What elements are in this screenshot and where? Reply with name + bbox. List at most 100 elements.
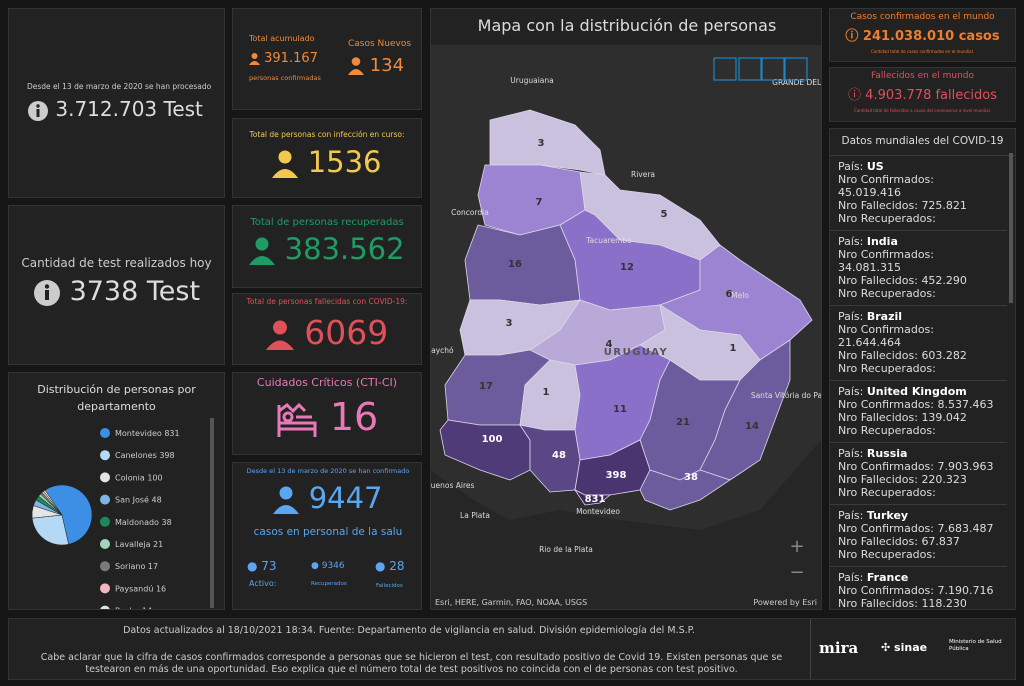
logo-text: sinae: [894, 641, 928, 654]
footer-line: Datos actualizados al 18/10/2021 18:34. …: [123, 625, 695, 636]
legend-dot: [100, 605, 110, 609]
pie-slice: [31, 514, 69, 546]
logo: mira: [819, 639, 859, 657]
field-label: Nro Fallecidos:: [838, 411, 918, 424]
row-line: Nro Recuperados:: [838, 548, 999, 561]
field-value: 725.821: [921, 199, 967, 212]
legend-entry: Paysandú 16: [115, 584, 166, 593]
legend-name: Rocha: [115, 607, 140, 610]
legend-entry: Lavalleja 21: [115, 540, 163, 549]
value: 1536: [307, 145, 382, 179]
staff-deceased: ● 28: [375, 559, 405, 573]
place-label: URUGUAY: [604, 347, 668, 358]
legend-value: 21: [153, 540, 163, 549]
field-value: 45.019.416: [838, 186, 901, 199]
field-value: 118.230: [921, 597, 967, 610]
label: Total de personas recuperadas: [250, 217, 404, 228]
row-line: Nro Fallecidos: 220.323: [838, 473, 999, 486]
pie-panel: Distribución de personas por departament…: [8, 372, 225, 610]
caption: Cantidad de test realizados hoy: [21, 256, 212, 270]
field-label: Nro Recuperados:: [838, 548, 936, 561]
accumulated-panel: Total acumulado 391.167 personas confirm…: [232, 8, 422, 110]
label: Cuidados Críticos (CTI-CI): [256, 376, 398, 389]
country-row: País: Turkey Nro Confirmados: 7.683.487 Nr…: [830, 505, 1007, 567]
place-label: Melo: [731, 291, 749, 300]
field-value: Russia: [866, 447, 908, 460]
field-label: Nro Recuperados:: [838, 212, 936, 225]
department: [699, 339, 791, 481]
map-toolbar: [713, 57, 808, 81]
tests-today-panel: Cantidad de test realizados hoy 3738 Tes…: [8, 205, 225, 365]
accumulated: 391.167: [249, 51, 318, 66]
legend-dot: [100, 494, 110, 505]
value: 4.903.778 fallecidos: [865, 88, 997, 103]
label: casos en personal de la salu: [253, 526, 403, 538]
legend-name: Lavalleja: [115, 540, 151, 549]
department: [439, 419, 531, 481]
row-line: Nro Recuperados:: [838, 424, 999, 437]
zoom-in[interactable]: +: [789, 536, 804, 557]
place-label: Concordia: [451, 208, 489, 217]
row-line: País: India: [838, 235, 999, 248]
caption: Desde el 13 de marzo de 2020 se han proc…: [27, 82, 212, 91]
list-title: Datos mundiales del COVID-19: [830, 129, 1015, 156]
row-line: Nro Fallecidos: 67.837: [838, 535, 999, 548]
place-label: Montevideo: [576, 507, 620, 516]
department: [573, 488, 612, 506]
field-label: Nro Recuperados:: [838, 486, 936, 499]
field-value: United Kingdom: [866, 385, 967, 398]
field-label: País:: [838, 447, 864, 460]
legend-entry: San José 48: [115, 495, 162, 505]
department-count: 14: [745, 421, 759, 432]
legend-value: 17: [148, 562, 158, 571]
legend-value: 16: [156, 584, 166, 593]
row-line: Nro Fallecidos: 603.282: [838, 349, 999, 362]
sub: personas confirmadas: [249, 74, 321, 82]
value: 383.562: [284, 232, 405, 266]
value: 16: [329, 395, 379, 439]
legend-dot: [100, 561, 110, 572]
deceased: 6069: [233, 313, 421, 352]
logo: ✣ sinae: [881, 641, 928, 654]
deceased-panel: Total de personas fallecidas con COVID-1…: [232, 293, 422, 365]
field-value: Brazil: [866, 310, 903, 323]
person-icon: [273, 486, 300, 514]
place-label: Rivera: [631, 170, 655, 179]
info-icon: [28, 100, 48, 121]
department: [464, 224, 581, 306]
department-count: 3: [506, 318, 513, 329]
field-value: US: [866, 160, 884, 173]
department-count: 4: [606, 339, 613, 350]
label: Recuperados: [311, 581, 347, 587]
value: 391.167: [264, 51, 318, 66]
value: 3738 Test: [69, 276, 201, 307]
critical-panel: Cuidados Críticos (CTI-CI) 16: [232, 372, 422, 455]
tests-total: 3.712.703 Test: [27, 97, 203, 122]
person-icon: [348, 57, 364, 75]
row-line: Nro Fallecidos: 452.290: [838, 274, 999, 287]
field-label: País:: [838, 509, 864, 522]
attribution: Esri, HERE, Garmin, FAO, NOAA, USGS: [435, 598, 588, 607]
legend-dot: [100, 472, 110, 483]
zoom-out[interactable]: −: [789, 562, 804, 583]
pie-slice: [44, 484, 93, 545]
scrollbar: [210, 418, 214, 608]
field-value: 139.042: [921, 411, 967, 424]
legend-value: 14: [142, 607, 152, 610]
pie-slice: [43, 489, 63, 516]
staff-active: ● 73: [247, 559, 277, 573]
label: Fallecidos: [376, 583, 403, 589]
row-line: Nro Recuperados:: [838, 212, 999, 225]
row-line: País: Russia: [838, 447, 999, 460]
row-line: Nro Fallecidos: 118.230: [838, 597, 999, 610]
value: 9346: [321, 561, 345, 571]
logo: Ministerio de Salud Pública: [949, 639, 1002, 652]
row-line: Nro Fallecidos: 139.042: [838, 411, 999, 424]
row-line: Nro Confirmados: 8.537.463: [838, 398, 999, 411]
legend-value: 48: [151, 496, 161, 505]
tests-today: 3738 Test: [9, 276, 224, 307]
health-staff-panel: Desde el 13 de marzo de 2020 se han conf…: [232, 462, 422, 610]
label: Total de personas con infección en curso…: [249, 130, 405, 139]
legend-value: 100: [147, 473, 162, 482]
